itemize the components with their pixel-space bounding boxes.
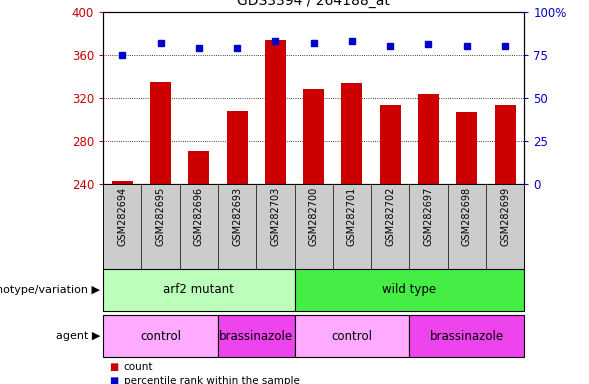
Bar: [227, 111, 247, 184]
Bar: [456, 112, 477, 184]
Text: GSM282694: GSM282694: [117, 187, 127, 246]
Text: GSM282695: GSM282695: [155, 187, 166, 246]
Bar: [294, 269, 524, 311]
Bar: [103, 269, 294, 311]
Bar: [112, 181, 133, 184]
Text: GSM282701: GSM282701: [347, 187, 357, 246]
Text: GSM282693: GSM282693: [232, 187, 242, 246]
Text: percentile rank within the sample: percentile rank within the sample: [124, 376, 300, 384]
Text: ■: ■: [109, 362, 118, 372]
Bar: [409, 315, 524, 357]
Bar: [150, 82, 171, 184]
Bar: [103, 315, 218, 357]
Text: arf2 mutant: arf2 mutant: [163, 283, 234, 296]
Text: control: control: [332, 329, 372, 343]
Bar: [495, 106, 515, 184]
Text: agent ▶: agent ▶: [56, 331, 100, 341]
Text: brassinazole: brassinazole: [430, 329, 504, 343]
Text: GSM282699: GSM282699: [500, 187, 510, 246]
Text: genotype/variation ▶: genotype/variation ▶: [0, 285, 100, 295]
Bar: [218, 315, 294, 357]
Text: GSM282702: GSM282702: [385, 187, 395, 246]
Text: ■: ■: [109, 376, 118, 384]
Text: count: count: [124, 362, 153, 372]
Bar: [265, 40, 286, 184]
Title: GDS3394 / 264188_at: GDS3394 / 264188_at: [237, 0, 390, 8]
Text: GSM282696: GSM282696: [194, 187, 204, 246]
Bar: [342, 83, 362, 184]
Text: wild type: wild type: [382, 283, 436, 296]
Text: GSM282697: GSM282697: [423, 187, 434, 246]
Bar: [294, 315, 409, 357]
Text: GSM282703: GSM282703: [270, 187, 280, 246]
Bar: [188, 151, 209, 184]
Bar: [303, 89, 324, 184]
Text: GSM282700: GSM282700: [309, 187, 319, 246]
Text: control: control: [140, 329, 181, 343]
Text: brassinazole: brassinazole: [219, 329, 293, 343]
Bar: [380, 106, 401, 184]
Bar: [418, 94, 439, 184]
Text: GSM282698: GSM282698: [462, 187, 472, 246]
